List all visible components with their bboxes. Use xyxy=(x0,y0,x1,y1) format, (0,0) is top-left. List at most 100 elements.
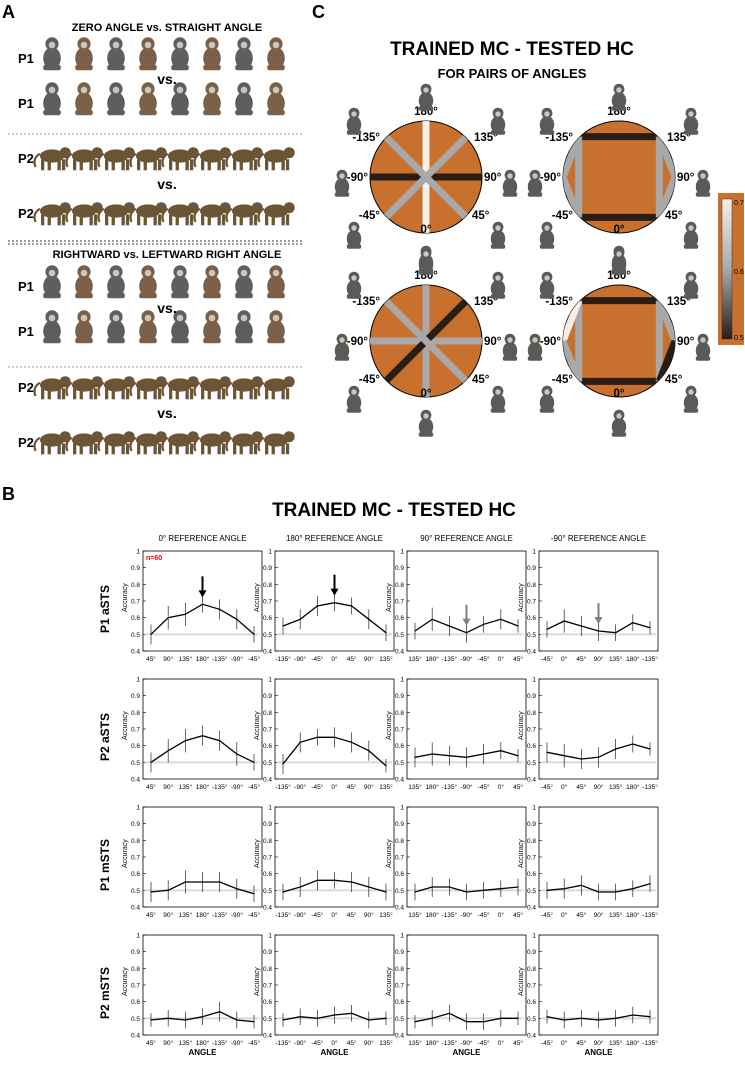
monkey-head xyxy=(155,431,167,443)
data-point xyxy=(299,741,301,743)
x-tick-label: 180° xyxy=(425,1039,439,1047)
panel-a-row-label: P2 xyxy=(18,206,34,221)
chance-band xyxy=(277,633,392,636)
monkey-icon xyxy=(539,271,555,299)
monkey-leg xyxy=(189,388,194,400)
data-point xyxy=(483,753,485,755)
monkey-icon xyxy=(235,265,253,299)
monkey-tail xyxy=(225,381,233,397)
x-tick-label: 90° xyxy=(163,1039,173,1047)
x-tick-label: -90° xyxy=(294,783,306,791)
monkey-body xyxy=(539,279,555,298)
monkey-feet xyxy=(490,294,506,299)
x-tick-label: 45° xyxy=(576,655,586,663)
monkey-face xyxy=(48,86,56,94)
x-tick-label: 45° xyxy=(146,655,156,663)
angle-label: 90° xyxy=(484,336,502,348)
data-point xyxy=(201,881,204,883)
data-point xyxy=(431,753,433,755)
x-tick-label: 180° xyxy=(196,1039,210,1047)
y-axis-label: Accuracy xyxy=(122,967,129,996)
monkey-leg xyxy=(249,159,253,171)
monkey-leg xyxy=(285,214,290,226)
subplot: 0.4 0.5 0.6 0.7 0.8 0.9 1 Accuracy 135° 180° -135°… xyxy=(386,549,527,663)
monkey-face xyxy=(495,111,501,117)
monkey-face xyxy=(144,269,152,277)
subplot: 0.4 0.5 0.6 0.7 0.8 0.9 1 Accuracy -135° -90° -45°… xyxy=(254,549,395,663)
monkey-feet xyxy=(107,337,125,344)
y-tick-label: 1 xyxy=(400,933,404,940)
angle-label: -90° xyxy=(540,172,562,184)
monkey-face xyxy=(80,314,88,322)
y-axis-label: Accuracy xyxy=(386,967,393,996)
monkey-feet xyxy=(139,292,157,299)
monkey-icon xyxy=(75,37,93,71)
data-point xyxy=(150,1019,152,1021)
y-tick-label: 0.4 xyxy=(527,1033,536,1040)
monkey-leg xyxy=(157,388,162,400)
y-axis-label: Accuracy xyxy=(518,583,525,612)
monkey-icon xyxy=(171,265,189,299)
data-point xyxy=(563,755,565,757)
x-tick-label: -90° xyxy=(294,911,306,919)
x-tick-label: -90° xyxy=(231,1039,243,1047)
angle-label: 0° xyxy=(421,224,432,236)
x-tick-label: 135° xyxy=(408,655,422,663)
monkey-head xyxy=(187,431,199,443)
data-point xyxy=(580,758,582,760)
monkey-body xyxy=(39,433,65,447)
monkey-feet xyxy=(267,292,285,299)
panel-letter-c: C xyxy=(312,2,325,22)
angle-label: -45° xyxy=(552,374,574,386)
monkey-icon xyxy=(225,147,263,171)
x-axis-label: ANGLE xyxy=(321,1048,350,1057)
data-point xyxy=(299,618,301,620)
monkey-face xyxy=(544,275,550,281)
monkey-body xyxy=(43,275,61,298)
data-point xyxy=(351,741,353,743)
x-tick-label: -90° xyxy=(461,783,473,791)
monkey-feet xyxy=(418,106,434,111)
monkey-leg xyxy=(57,388,61,400)
monkey-feet xyxy=(346,244,362,249)
monkey-leg xyxy=(41,443,45,455)
monkey-icon xyxy=(418,409,434,437)
monkey-leg xyxy=(281,214,285,226)
angle-label: 45° xyxy=(472,210,490,222)
monkey-face xyxy=(688,275,694,281)
monkey-icon xyxy=(161,202,199,226)
y-tick-label: 0.6 xyxy=(395,999,404,1006)
orientation-chord xyxy=(656,299,675,343)
data-point xyxy=(517,625,519,627)
panel-a-row-label: P1 xyxy=(18,96,34,111)
x-tick-label: -90° xyxy=(231,783,243,791)
x-tick-label: 45° xyxy=(146,783,156,791)
row-label: P1 mSTS xyxy=(98,839,112,891)
monkey-leg xyxy=(271,388,275,400)
monkey-head xyxy=(59,376,71,388)
monkey-leg xyxy=(169,443,173,455)
monkey-leg xyxy=(285,443,290,455)
monkey-leg xyxy=(137,443,141,455)
y-tick-label: 0.4 xyxy=(131,1033,140,1040)
monkey-leg xyxy=(253,388,258,400)
monkey-leg xyxy=(93,159,98,171)
monkey-body xyxy=(231,378,257,392)
monkey-leg xyxy=(253,214,258,226)
monkey-body xyxy=(75,320,93,343)
x-tick-label: -135° xyxy=(212,911,228,919)
monkey-leg xyxy=(271,159,275,171)
colorbar-tick-label: 0.6 xyxy=(734,269,744,276)
angle-label: 45° xyxy=(665,374,683,386)
monkey-leg xyxy=(47,214,51,226)
monkey-body xyxy=(418,417,434,436)
monkey-icon xyxy=(611,409,627,437)
monkey-icon xyxy=(203,310,221,344)
data-point xyxy=(253,761,255,763)
disc-bars xyxy=(563,133,675,221)
x-tick-label: -45° xyxy=(248,783,260,791)
monkey-tail xyxy=(129,436,137,452)
monkey-face xyxy=(616,413,622,419)
data-point xyxy=(316,736,318,738)
monkey-icon xyxy=(43,265,61,299)
